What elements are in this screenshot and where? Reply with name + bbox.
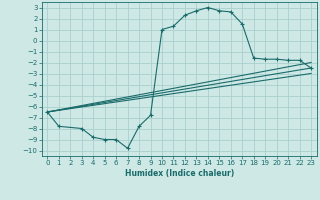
X-axis label: Humidex (Indice chaleur): Humidex (Indice chaleur) bbox=[124, 169, 234, 178]
